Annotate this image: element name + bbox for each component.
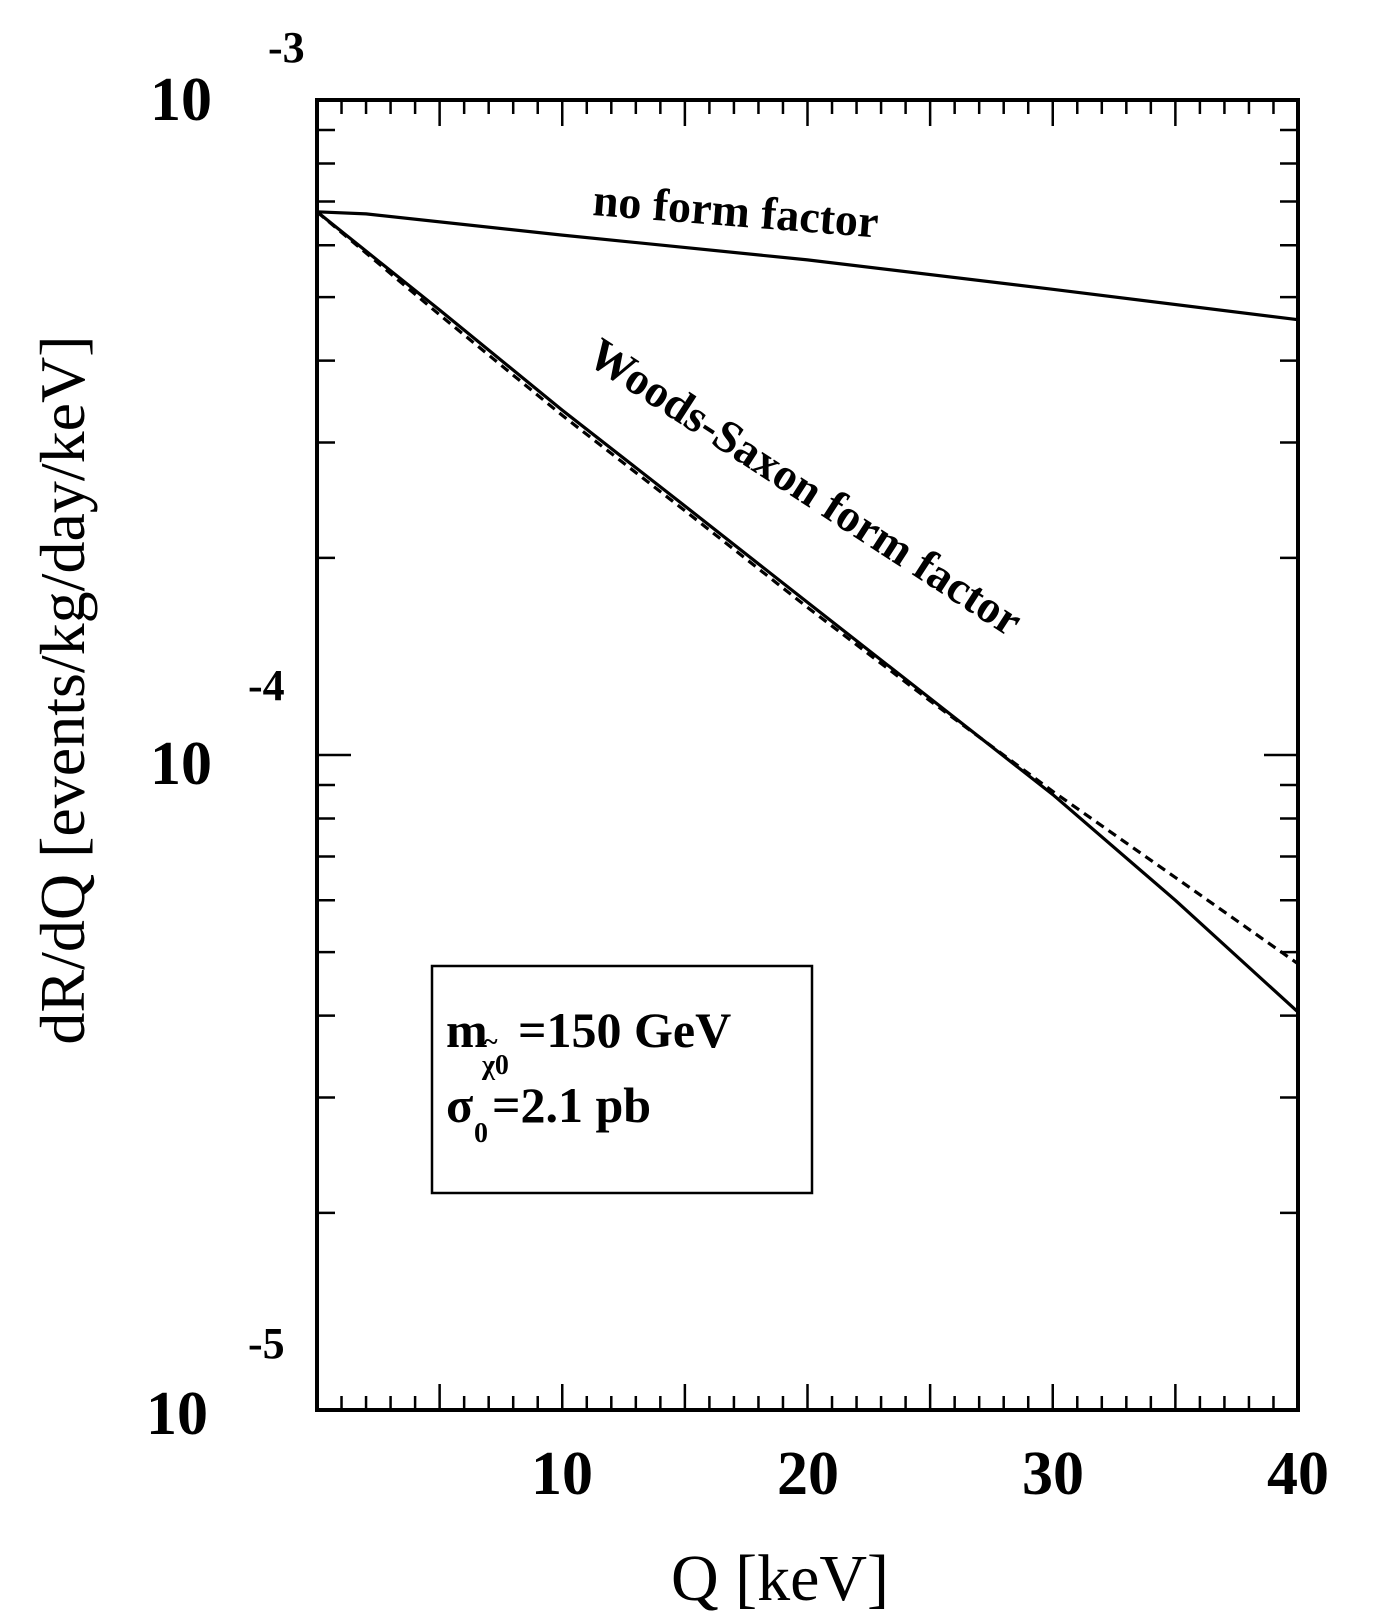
mass-subscript: χ0 (481, 1050, 509, 1081)
dashed-line (315, 210, 1299, 966)
series-group (315, 210, 1300, 1014)
x-tick-label-30: 30 (1022, 1440, 1084, 1508)
x-tick-label-10: 10 (531, 1440, 593, 1508)
mass-tilde: ~ (484, 1027, 498, 1056)
sigma-subscript: 0 (474, 1118, 488, 1149)
y-axis-title: dR/dQ [events/kg/day/keV] (27, 335, 98, 1044)
y-tick-label-bottom: 10 -5 (146, 1319, 285, 1448)
parameter-box: m ~ χ0 =150 GeV σ 0 =2.1 pb (430, 964, 814, 1195)
y-tick-exponent: -3 (268, 23, 305, 72)
y-tick-label-top: 10 -3 (150, 23, 305, 134)
no-form-factor-line (316, 210, 1299, 322)
sigma-symbol: σ (446, 1077, 473, 1133)
label-woods-saxon: Woods-Saxon form factor (580, 328, 1032, 646)
y-tick-base: 10 (150, 730, 212, 798)
mass-symbol: m (446, 1002, 488, 1058)
x-tick-label-20: 20 (777, 1440, 839, 1508)
parameter-box-frame (430, 964, 814, 1195)
label-no-form-factor: no form factor (591, 174, 880, 247)
y-tick-exponent: -5 (248, 1319, 285, 1368)
mass-value: =150 GeV (518, 1002, 731, 1058)
y-tick-base: 10 (146, 1380, 208, 1448)
y-tick-exponent: -4 (248, 661, 285, 710)
x-axis-title: Q [keV] (671, 1542, 889, 1615)
plot-frame (315, 98, 1300, 1412)
woods-saxon-form-factor-line (315, 210, 1300, 1014)
y-tick-base: 10 (150, 66, 212, 134)
tick-marks (317, 100, 1298, 1410)
x-tick-label-40: 40 (1267, 1440, 1329, 1508)
y-tick-label-middle: 10 -4 (150, 661, 285, 798)
sigma-value: =2.1 pb (492, 1077, 651, 1133)
